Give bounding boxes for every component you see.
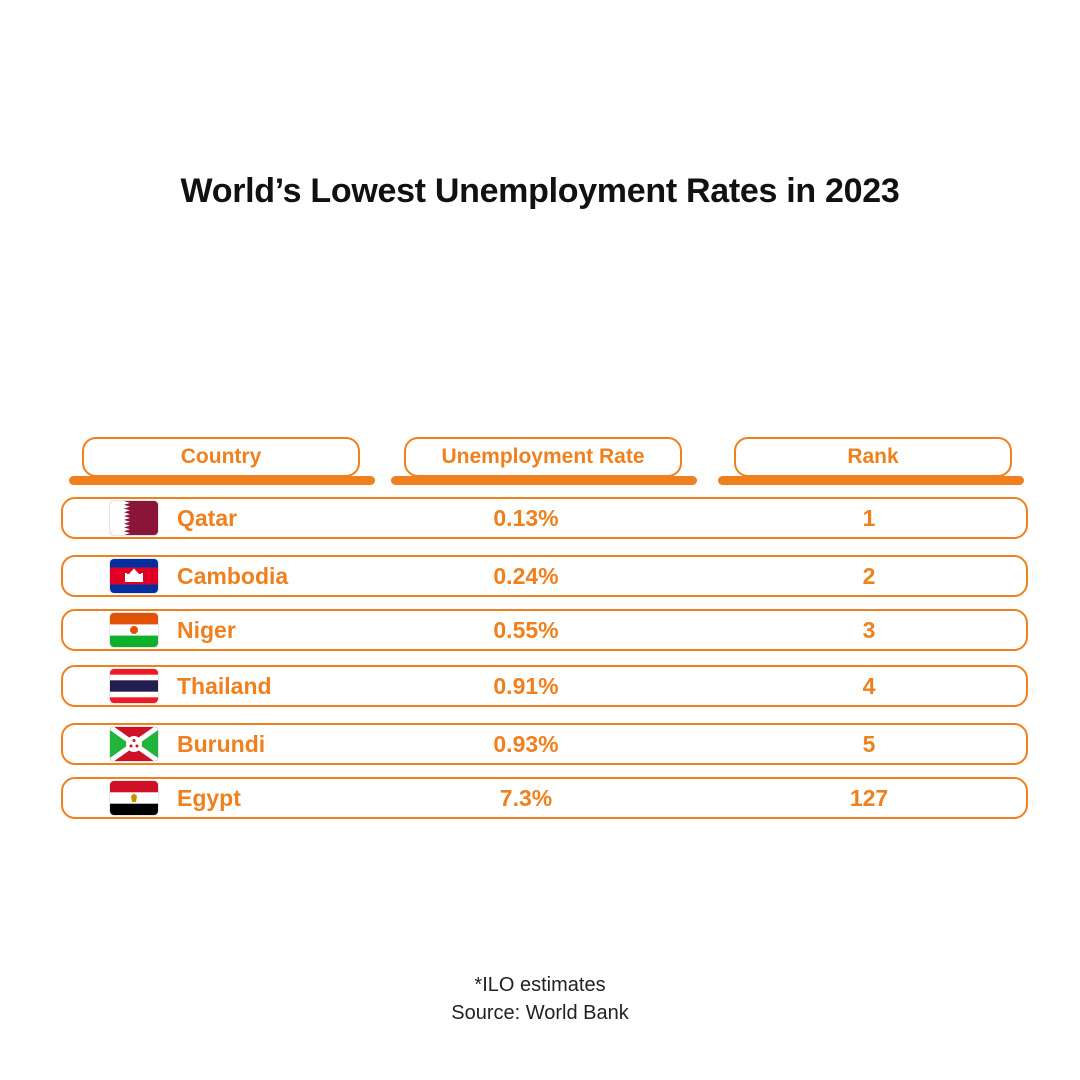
rank-value: 2 bbox=[862, 563, 876, 589]
table-row: Burundi 0.93% 5 bbox=[61, 723, 1028, 765]
column-underline bbox=[718, 476, 1024, 485]
country-name: Qatar bbox=[177, 505, 238, 531]
table-row: Niger 0.55% 3 bbox=[61, 609, 1028, 651]
rank-value: 3 bbox=[862, 617, 876, 643]
country-name: Cambodia bbox=[177, 563, 289, 589]
rank-value: 4 bbox=[862, 673, 876, 699]
rate-value: 7.3% bbox=[499, 785, 553, 811]
country-name: Thailand bbox=[177, 673, 272, 699]
chart-title: World’s Lowest Unemployment Rates in 202… bbox=[180, 172, 900, 210]
thailand-flag-icon bbox=[110, 669, 158, 703]
rank-value: 5 bbox=[862, 731, 876, 757]
burundi-flag-icon bbox=[110, 727, 158, 761]
rate-value: 0.13% bbox=[493, 505, 559, 531]
table-row: Thailand 0.91% 4 bbox=[61, 665, 1028, 707]
country-name: Egypt bbox=[177, 785, 241, 811]
column-header-rank: Rank bbox=[734, 437, 1012, 477]
column-header-country: Country bbox=[82, 437, 360, 477]
cambodia-flag-icon bbox=[110, 559, 158, 593]
country-name: Niger bbox=[177, 617, 236, 643]
egypt-flag-icon bbox=[110, 781, 158, 815]
table-row: Cambodia 0.24% 2 bbox=[61, 555, 1028, 597]
niger-flag-icon bbox=[110, 613, 158, 647]
rate-value: 0.91% bbox=[493, 673, 559, 699]
rank-value: 127 bbox=[849, 785, 889, 811]
footnote: *ILO estimates bbox=[474, 974, 606, 996]
rate-value: 0.93% bbox=[493, 731, 559, 757]
qatar-flag-icon bbox=[110, 501, 158, 535]
column-header-rate: Unemployment Rate bbox=[404, 437, 682, 477]
rate-value: 0.24% bbox=[493, 563, 559, 589]
rank-value: 1 bbox=[862, 505, 876, 531]
table-row: Qatar 0.13% 1 bbox=[61, 497, 1028, 539]
column-underline bbox=[391, 476, 697, 485]
column-underline bbox=[69, 476, 375, 485]
table-row: Egypt 7.3% 127 bbox=[61, 777, 1028, 819]
source-note: Source: World Bank bbox=[451, 1002, 629, 1024]
rate-value: 0.55% bbox=[493, 617, 559, 643]
country-name: Burundi bbox=[177, 731, 266, 757]
